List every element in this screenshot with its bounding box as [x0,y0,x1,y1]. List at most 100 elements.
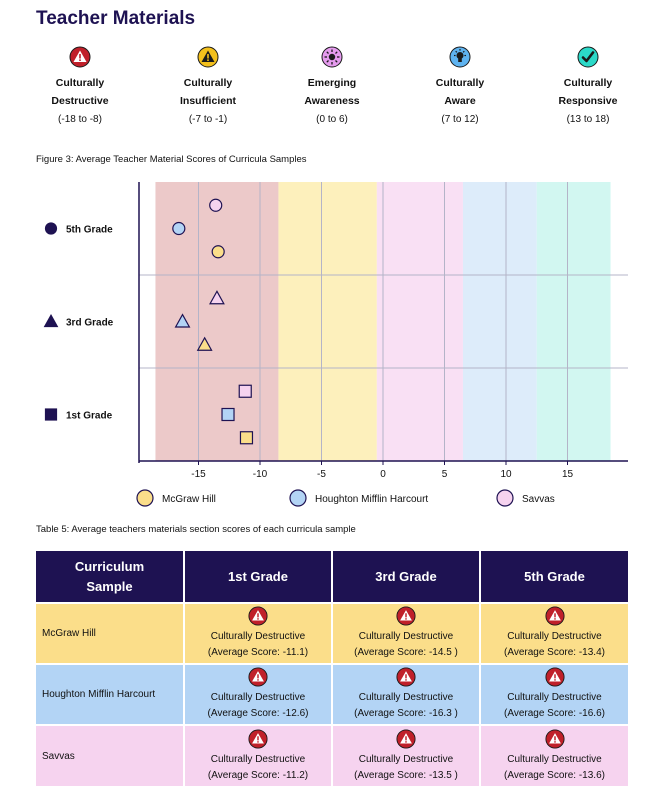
warning-icon [544,606,565,626]
data-point [211,245,225,259]
x-tick-label: -5 [317,469,326,480]
score-level: Culturally Destructive [507,631,602,642]
x-tick-label: 0 [380,469,386,480]
level-name: Culturally [183,77,233,89]
x-tick-label: 5 [442,469,448,480]
checkmark-icon [577,46,599,68]
score-cell: Culturally Destructive (Average Score: -1… [479,724,628,786]
row-label: Savvas [36,724,184,786]
page-title: Teacher Materials [36,8,196,29]
figure-caption: Figure 3: Average Teacher Material Score… [36,154,307,165]
score-band [376,182,463,461]
warning-icon [248,667,268,687]
score-value: (Average Score: -16.6) [504,708,605,719]
group-label: 3rd Grade [66,318,114,329]
data-point [209,198,223,212]
score-cell: Culturally Destructive (Average Score: -1… [331,724,480,786]
lightbulb-icon [449,46,471,68]
warning-icon [396,667,416,687]
data-point [239,431,254,445]
row-label: McGraw Hill [36,602,184,664]
warning-icon [396,606,416,626]
level-range: (0 to 6) [316,114,348,125]
score-cell: Culturally Destructive (Average Score: -1… [183,663,332,725]
legend-label: Houghton Mifflin Harcourt [315,494,428,505]
score-cell: Culturally Destructive (Average Score: -1… [183,724,332,786]
score-level: Culturally Destructive [358,753,454,765]
score-value: (Average Score: -11.2) [207,769,309,781]
score-value: (Average Score: -13.4) [504,647,605,658]
score-band [278,182,377,461]
warning-icon [544,667,565,687]
level-range: (-18 to -8) [58,114,102,125]
group-marker [44,222,58,235]
data-point [209,290,225,305]
level-culturally-responsive: Culturally Responsive (13 to 18) [528,46,648,128]
legend-swatch [289,489,307,507]
level-name: Emerging [307,77,357,89]
warning-icon [544,728,565,749]
level-culturally-aware: Culturally Aware (7 to 12) [400,46,520,128]
level-name: Culturally [435,77,485,89]
table-row: Savvas Culturally Destructive (Average Sc… [36,724,628,786]
x-tick-label: -15 [191,469,206,480]
score-cell: Culturally Destructive (Average Score: -1… [331,663,480,725]
level-legend: Culturally Destructive (-18 to -8) Cultu… [20,46,660,126]
row-label: Houghton Mifflin Harcourt [36,663,184,725]
group-marker [43,313,59,328]
warning-icon [248,728,268,749]
score-band [536,182,611,461]
score-cell: Culturally Destructive (Average Score: -1… [479,602,628,664]
score-value: (Average Score: -11.1) [207,647,309,658]
column-header: 5th Grade [479,551,628,603]
column-header: 3rd Grade [331,551,480,603]
score-level: Culturally Destructive [507,753,602,765]
x-tick-label: 15 [562,469,574,480]
data-point [196,336,213,351]
sparkle-bulb-icon [321,46,343,68]
score-value: (Average Score: -13.6) [504,769,605,781]
table-header-row: Curriculum Sample 1st Grade 3rd Grade 5t… [36,551,628,603]
data-point [221,407,235,422]
score-level: Culturally Destructive [358,692,454,703]
x-tick-label: 10 [500,469,512,480]
group-marker [44,408,58,421]
legend-swatch [136,489,154,507]
level-emerging-awareness: Emerging Awareness (0 to 6) [272,46,392,128]
level-name: Culturally [563,77,613,89]
score-level: Culturally Destructive [507,692,602,703]
warning-icon [396,728,416,749]
level-range: (7 to 12) [441,114,479,125]
level-name: Destructive [51,95,109,107]
score-value: (Average Score: -14.5 ) [354,647,458,658]
score-value: (Average Score: -13.5 ) [354,769,458,781]
score-cell: Culturally Destructive (Average Score: -1… [183,602,332,664]
table-row: Houghton Mifflin Harcourt Culturally Des… [36,663,628,725]
legend-swatch [496,489,514,507]
warning-icon [197,46,219,68]
scores-table: Curriculum Sample 1st Grade 3rd Grade 5t… [36,551,628,786]
data-point [172,221,186,236]
level-name: Awareness [304,95,360,107]
level-name: Insufficient [179,95,236,107]
table-caption: Table 5: Average teachers materials sect… [36,524,356,535]
legend-label: Savvas [522,494,555,505]
score-value: (Average Score: -12.6) [207,708,309,719]
level-culturally-destructive: Culturally Destructive (-18 to -8) [20,46,140,128]
score-cell: Culturally Destructive (Average Score: -1… [331,602,480,664]
level-name: Culturally [55,77,105,89]
level-culturally-insufficient: Culturally Insufficient (-7 to -1) [148,46,268,128]
level-name: Aware [444,95,476,107]
x-tick-label: -10 [253,469,268,480]
column-header: 1st Grade [183,551,332,603]
score-level: Culturally Destructive [210,753,306,765]
scores-dot-chart: -15 -10 -5 0 5 10 15 5th Grade 3rd Grade 1st Grad… [43,182,628,507]
warning-icon [248,606,268,626]
data-point [174,313,191,328]
level-range: (-7 to -1) [188,114,228,125]
level-name: Responsive [558,95,618,107]
score-level: Culturally Destructive [210,692,306,703]
score-level: Culturally Destructive [210,631,306,642]
level-range: (13 to 18) [566,114,610,125]
group-label: 5th Grade [66,225,113,236]
